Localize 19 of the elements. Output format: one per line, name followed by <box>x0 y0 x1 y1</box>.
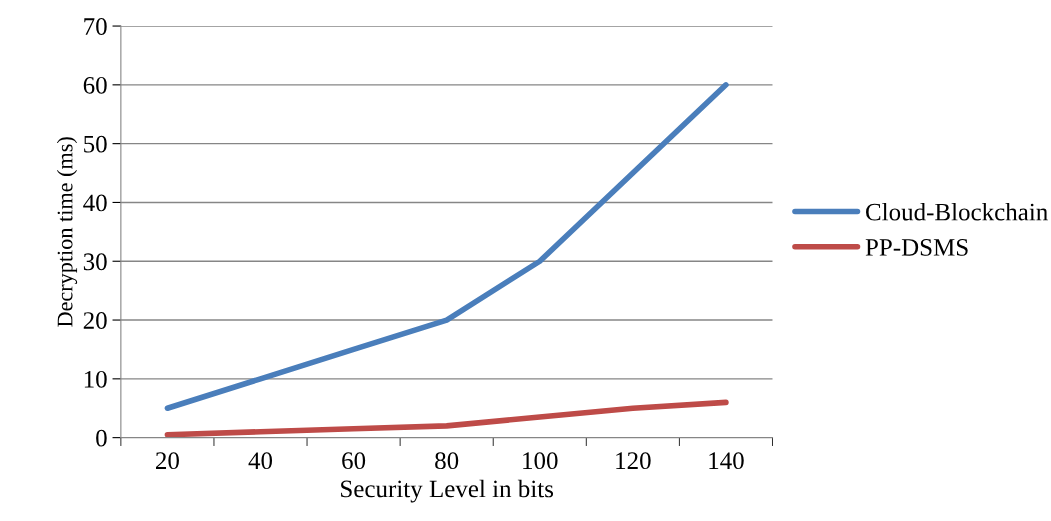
x-tick-label: 120 <box>616 452 651 470</box>
y-tick-label: 30 <box>83 253 107 271</box>
y-tick-label: 50 <box>84 135 107 153</box>
y-axis-title: Decryption time (ms) <box>56 137 78 327</box>
x-tick-label: 140 <box>709 452 744 470</box>
y-tick-label: 40 <box>83 194 107 212</box>
x-tick-label: 100 <box>523 452 558 470</box>
y-tick-label: 70 <box>84 18 107 35</box>
legend-label: Cloud-Blockchain <box>866 202 1048 221</box>
y-tick-label: 60 <box>83 76 107 94</box>
legend-label: PP-DSMS <box>865 239 968 256</box>
y-tick-label: 0 <box>96 429 107 447</box>
x-axis-title: Security Level in bits <box>341 479 554 503</box>
y-tick-label: 10 <box>84 370 107 388</box>
x-tick-label: 60 <box>342 452 366 470</box>
x-tick-label: 40 <box>248 452 273 470</box>
x-tick-label: 80 <box>435 452 459 470</box>
x-tick-label: 20 <box>156 452 179 470</box>
y-tick-label: 20 <box>83 312 107 329</box>
